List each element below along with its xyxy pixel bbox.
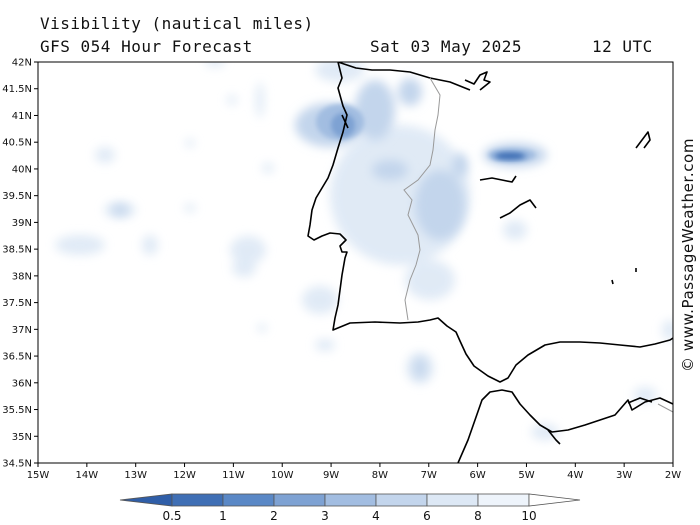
- colorbar-label: 0.5: [162, 509, 181, 523]
- lon-label: 15W: [27, 470, 50, 481]
- lon-label: 14W: [76, 470, 99, 481]
- lon-label: 6W: [469, 470, 485, 481]
- borders: [403, 77, 673, 413]
- lat-label: 36N: [12, 378, 32, 389]
- lon-label: 10W: [271, 470, 294, 481]
- colorbar-label: 10: [521, 509, 536, 523]
- lon-label: 9W: [323, 470, 339, 481]
- lat-label: 39N: [12, 218, 32, 229]
- lat-label: 42N: [12, 58, 32, 69]
- lat-label: 38.5N: [2, 245, 32, 256]
- colorbar-segment: [426, 493, 479, 507]
- lat-label: 37.5N: [2, 298, 32, 309]
- coastlines: [307, 62, 673, 463]
- lon-label: 13W: [124, 470, 147, 481]
- colorbar-segment: [375, 493, 428, 507]
- colorbar-segment: [324, 493, 377, 507]
- lat-label: 34.5N: [2, 459, 32, 470]
- lon-label: 4W: [567, 470, 583, 481]
- lon-label: 8W: [372, 470, 388, 481]
- lon-label: 3W: [616, 470, 632, 481]
- forecast-label: GFS 054 Hour Forecast: [40, 37, 253, 56]
- colorbar-label: 3: [321, 509, 329, 523]
- colorbar-label: 2: [270, 509, 278, 523]
- colorbar-label: 8: [474, 509, 482, 523]
- forecast-time: 12 UTC: [592, 37, 653, 56]
- lat-label: 41.5N: [2, 84, 32, 95]
- lat-label: 35N: [12, 432, 32, 443]
- longitude-axis: 15W 14W 13W 12W 11W 10W 9W 8W 7W 6W 5W 4W 3W 2W: [27, 463, 681, 481]
- colorbar-label: 4: [372, 509, 380, 523]
- lat-label: 40.5N: [2, 138, 32, 149]
- colorbar-label: 1: [219, 509, 227, 523]
- visibility-shading: [55, 62, 673, 440]
- map-title: Visibility (nautical miles): [40, 14, 314, 33]
- forecast-date: Sat 03 May 2025: [370, 37, 522, 56]
- map-frame: [37, 61, 674, 464]
- colorbar: 0.5 1 2 3 4 6 8 10: [119, 493, 581, 523]
- colorbar-segment: [273, 493, 326, 507]
- lat-label: 38N: [12, 271, 32, 282]
- lat-label: 41N: [12, 111, 32, 122]
- colorbar-segment: [171, 493, 224, 507]
- lon-label: 5W: [518, 470, 534, 481]
- site-credit: © www.PassageWeather.com: [679, 137, 697, 373]
- colorbar-label: 6: [423, 509, 431, 523]
- colorbar-max-arrow: [528, 493, 581, 507]
- colorbar-min-arrow: [119, 493, 173, 507]
- lat-label: 39.5N: [2, 191, 32, 202]
- colorbar-segment: [222, 493, 275, 507]
- lat-label: 36.5N: [2, 352, 32, 363]
- lon-label: 2W: [665, 470, 681, 481]
- latitude-axis: 42N 41.5N 41N 40.5N 40N 39.5N 39N 38.5N 38N 37.5N…: [2, 58, 38, 470]
- lon-label: 7W: [421, 470, 437, 481]
- lat-label: 40N: [12, 164, 32, 175]
- lon-label: 11W: [222, 470, 245, 481]
- colorbar-segment: [477, 493, 530, 507]
- lat-label: 37N: [12, 325, 32, 336]
- lat-label: 35.5N: [2, 405, 32, 416]
- lon-label: 12W: [173, 470, 196, 481]
